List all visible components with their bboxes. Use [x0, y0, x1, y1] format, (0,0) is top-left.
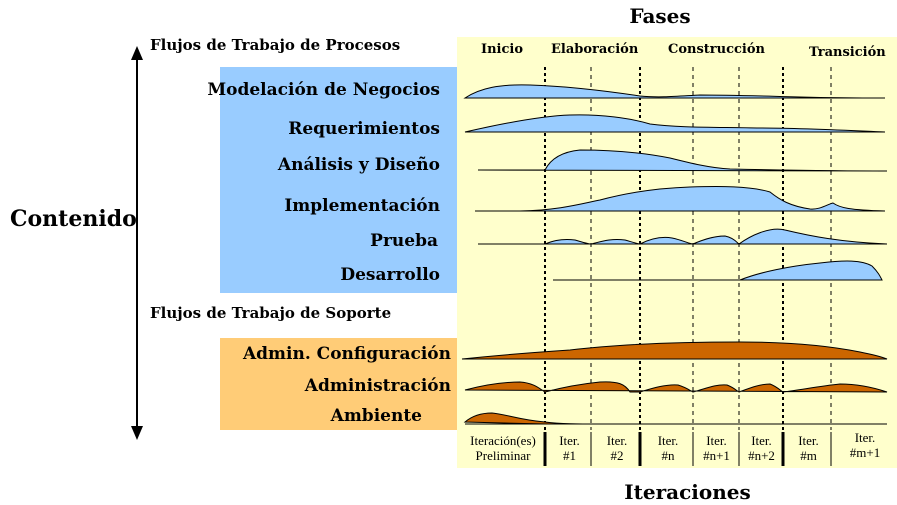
workflow-label-desarrollo: Desarrollo: [340, 265, 440, 285]
iteration-label-n-plus-1: Iter. #n+1: [703, 433, 730, 463]
process-heading: Flujos de Trabajo de Procesos: [150, 36, 401, 54]
iterations-title: Iteraciones: [624, 480, 751, 504]
curve-modelacion-negocios: [463, 84, 886, 99]
curve-requerimientos: [464, 114, 886, 133]
process-workflows-box: [220, 67, 457, 293]
iteration-label-2: Iter. #2: [606, 433, 628, 463]
support-workflows-box: [220, 338, 457, 430]
phase-label-inicio: Inicio: [481, 42, 523, 57]
workflow-label-analisis: Análisis y Diseño: [277, 155, 440, 175]
workflow-label-admin-configuracion: Admin. Configuración: [242, 344, 451, 364]
phase-label-transicion: Transición: [809, 45, 886, 60]
curve-analisis-diseno: [477, 149, 888, 172]
workflow-label-implementacion: Implementación: [284, 196, 440, 216]
iteration-label-n-plus-2: Iter. #n+2: [748, 433, 775, 463]
phase-label-elaboracion: Elaboración: [551, 42, 639, 57]
phase-label-construccion: Construcción: [668, 42, 765, 57]
iteration-label-m-plus-1: Iter. #m+1: [849, 430, 881, 460]
phases-title: Fases: [629, 4, 691, 28]
support-heading: Flujos de Trabajo de Soporte: [150, 304, 392, 322]
curve-ambiente: [463, 412, 601, 425]
workflow-label-administracion: Administración: [304, 376, 451, 396]
content-axis-arrow: [131, 46, 143, 440]
curve-prueba: [478, 228, 888, 245]
workflow-label-ambiente: Ambiente: [330, 406, 422, 426]
iteration-label-m: Iter. #m: [798, 433, 819, 463]
workflow-label-requerimientos: Requerimientos: [288, 119, 440, 139]
workflow-label-modelacion: Modelación de Negocios: [207, 80, 440, 100]
iteration-label-preliminar: Iteración(es) Preliminar: [470, 433, 536, 463]
iteration-label-n: Iter. #n: [657, 433, 679, 463]
workflow-label-prueba: Prueba: [370, 231, 438, 251]
curve-desarrollo: [553, 260, 883, 281]
phase-area: [457, 37, 897, 430]
content-axis-label: Contenido: [10, 206, 137, 232]
curve-administracion: [464, 381, 888, 393]
curve-implementacion: [475, 186, 886, 212]
curve-admin-configuracion: [461, 341, 888, 360]
iteration-label-1: Iter. #1: [559, 433, 580, 463]
iteration-area: [457, 430, 897, 468]
